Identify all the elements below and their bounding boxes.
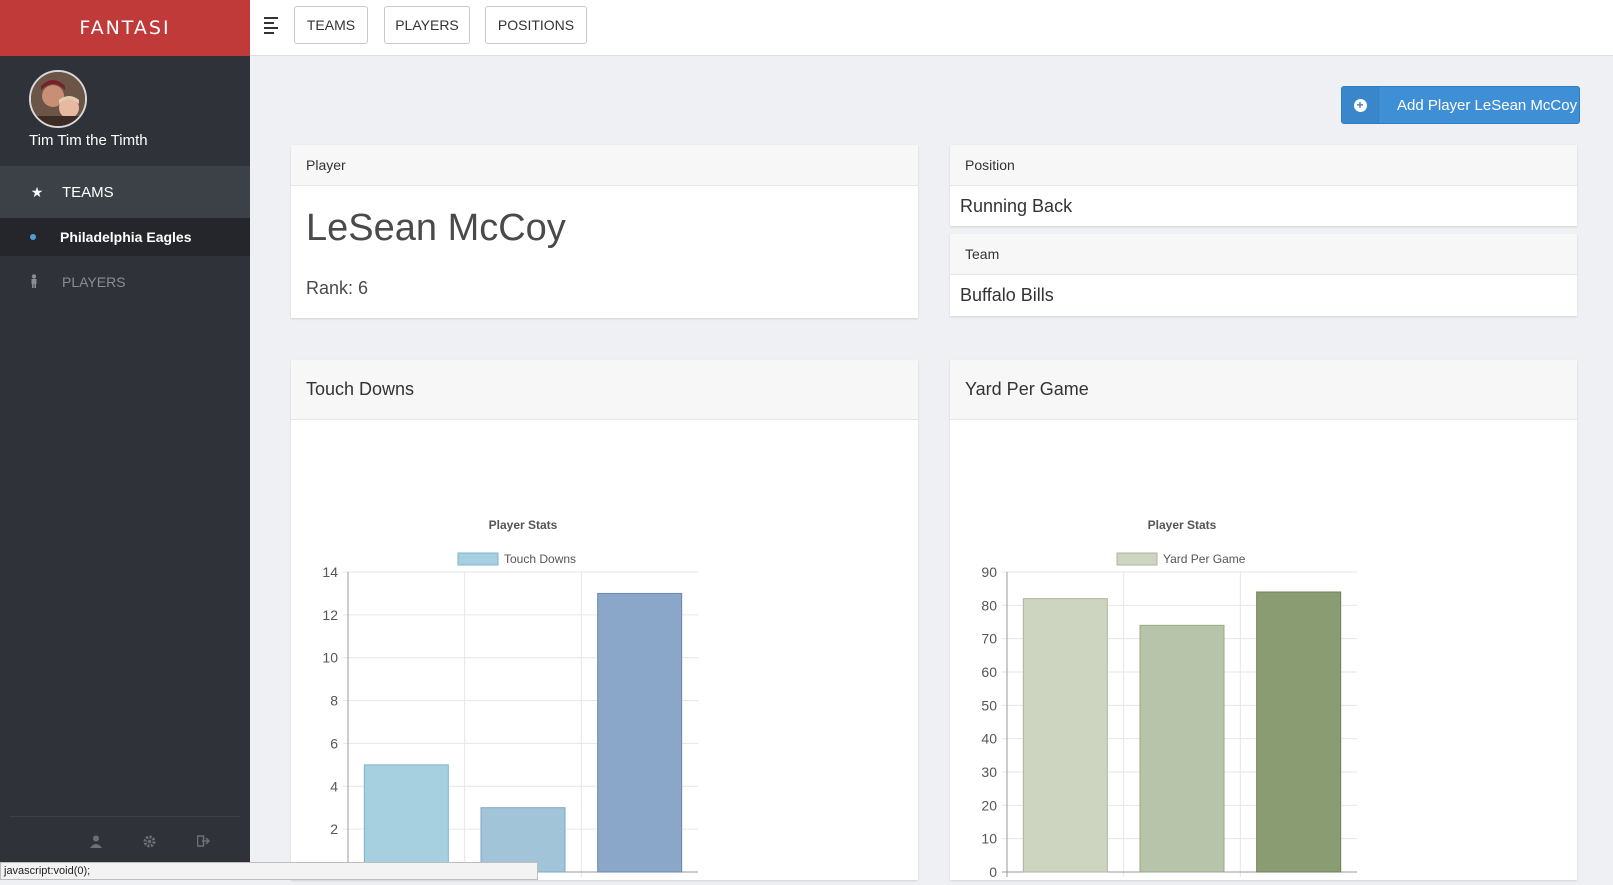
legend-swatch: [457, 552, 499, 566]
y-tick-label: 90: [981, 564, 997, 580]
legend-label: Yard Per Game: [1163, 552, 1246, 566]
plus-circle-icon: +: [1342, 87, 1379, 123]
sidebar: FANTASI Tim Tim the Timth ★ TEAMS Philad…: [0, 0, 250, 880]
logout-icon[interactable]: [196, 835, 211, 850]
y-tick-label: 14: [322, 564, 338, 580]
nav-players-button[interactable]: PLAYERS: [384, 6, 470, 44]
nav-positions-button[interactable]: POSITIONS: [485, 6, 587, 44]
card-header: Team: [950, 234, 1577, 275]
username[interactable]: Tim Tim the Timth: [29, 132, 148, 149]
y-tick-label: 10: [322, 650, 338, 666]
sidebar-item-players[interactable]: PLAYERS: [0, 256, 250, 308]
y-tick-label: 4: [330, 778, 338, 794]
sidebar-item-teams[interactable]: ★ TEAMS: [0, 166, 250, 218]
user-icon[interactable]: [90, 835, 102, 851]
panel-title: Yard Per Game: [950, 360, 1577, 420]
sidebar-subitem-label: Philadelphia Eagles: [60, 229, 192, 245]
y-tick-label: 50: [981, 697, 997, 713]
star-icon: ★: [30, 183, 44, 200]
sidebar-footer: [10, 816, 240, 867]
y-tick-label: 60: [981, 664, 997, 680]
bar: [480, 807, 566, 873]
add-player-label: Add Player LeSean McCoy: [1397, 96, 1578, 114]
bar: [597, 592, 683, 873]
y-tick-label: 8: [330, 693, 338, 709]
gear-icon[interactable]: [143, 835, 156, 851]
user-profile: Tim Tim the Timth: [0, 56, 250, 166]
sidebar-item-label: TEAMS: [62, 183, 114, 201]
person-icon: [25, 273, 43, 291]
y-tick-label: 80: [981, 597, 997, 613]
player-name: LeSean McCoy: [306, 207, 566, 249]
top-navbar: TEAMS PLAYERS POSITIONS: [250, 0, 1613, 56]
bar: [1139, 624, 1225, 873]
bar: [1022, 598, 1108, 873]
panel-title: Touch Downs: [291, 360, 918, 420]
position-value: Running Back: [960, 195, 1073, 216]
y-tick-label: 40: [981, 731, 997, 747]
card-header: Position: [950, 145, 1577, 186]
bar: [1256, 591, 1342, 873]
y-tick-label: 2: [330, 821, 338, 837]
player-rank: Rank: 6: [306, 278, 369, 298]
sidebar-item-label: PLAYERS: [62, 274, 126, 290]
yards-panel: Yard Per Game Player Stats Yard Per Game 0…: [950, 360, 1577, 885]
sidebar-subitem-team[interactable]: Philadelphia Eagles: [0, 218, 250, 256]
bullet-icon: [30, 234, 36, 240]
card-header: Player: [291, 145, 918, 186]
yards-chart: Player Stats Yard Per Game 0 10 20 30 40 50 60 70…: [981, 518, 1357, 885]
add-player-button[interactable]: + Add Player LeSean McCoy: [1341, 86, 1580, 124]
chart-title: Player Stats: [489, 518, 558, 532]
team-card: Team Buffalo Bills: [950, 234, 1577, 316]
status-bar: javascript:void(0);: [0, 862, 538, 880]
player-card: Player LeSean McCoy Rank: 6: [291, 145, 918, 318]
y-tick-label: 70: [981, 631, 997, 647]
y-tick-label: 20: [981, 797, 997, 813]
bar: [363, 764, 449, 873]
legend-swatch: [1116, 552, 1158, 566]
menu-icon[interactable]: [264, 17, 278, 35]
y-tick-label: 0: [989, 864, 997, 880]
avatar[interactable]: [29, 70, 87, 128]
brand-logo[interactable]: FANTASI: [0, 0, 250, 56]
y-tick-label: 30: [981, 764, 997, 780]
chart-title: Player Stats: [1148, 518, 1217, 532]
nav-teams-button[interactable]: TEAMS: [294, 6, 368, 44]
position-card: Position Running Back: [950, 145, 1577, 226]
team-value: Buffalo Bills: [960, 284, 1054, 305]
y-tick-label: 10: [981, 831, 997, 847]
y-tick-label: 12: [322, 607, 338, 623]
y-tick-label: 6: [330, 735, 338, 751]
legend-label: Touch Downs: [504, 552, 576, 566]
